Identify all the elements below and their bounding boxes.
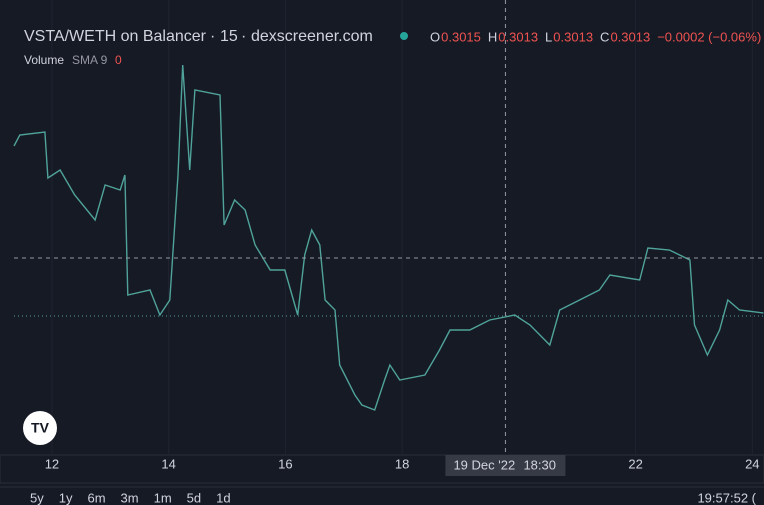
ohlc-label: C (600, 29, 609, 44)
ohlc-label: H (488, 29, 497, 44)
tv-logo: TV (23, 411, 57, 445)
toolbar: 5y 1y 6m 3m 1m 5d 1d (30, 490, 231, 505)
range-button[interactable]: 1d (216, 490, 230, 505)
volume-label: Volume (24, 53, 64, 67)
range-button[interactable]: 1m (154, 490, 172, 505)
range-button[interactable]: 5d (187, 490, 201, 505)
range-button[interactable]: 1y (59, 490, 73, 505)
clock: 19:57:52 ( (697, 490, 756, 505)
x-tick-label: 12 (45, 456, 59, 471)
ohlc-label: O (430, 29, 440, 44)
interval: 15 (220, 28, 238, 45)
svg-text:TV: TV (31, 420, 50, 436)
range-button[interactable]: 5y (30, 490, 44, 505)
range-button[interactable]: 6m (87, 490, 105, 505)
ohlc-label: L (545, 29, 552, 44)
ohlc-value: 0.3013 (553, 29, 593, 44)
source: dexscreener.com (251, 28, 373, 45)
x-tick-label: 24 (745, 456, 759, 471)
status-dot (400, 32, 408, 40)
ohlc-value: 0.3013 (498, 29, 538, 44)
volume-value: 0 (115, 53, 122, 67)
x-tick-label: 14 (161, 456, 175, 471)
crosshair-time: 18:30 (523, 457, 556, 472)
ohlc-legend: O 0.3015 H 0.3013 L 0.3013 C 0.3013 −0.0002 (−0.… (430, 29, 761, 44)
x-tick-label: 16 (278, 456, 292, 471)
price-line (13, 64, 764, 411)
x-axis-bar (0, 454, 764, 484)
range-button[interactable]: 3m (121, 490, 139, 505)
ohlc-change: −0.0002 (−0.06%) (657, 29, 761, 44)
separator: · (241, 28, 246, 45)
ohlc-value: 0.3013 (610, 29, 650, 44)
ohlc-value: 0.3015 (441, 29, 481, 44)
x-tick-label: 18 (395, 456, 409, 471)
separator: · (210, 28, 215, 45)
plot (13, 0, 764, 455)
chart-title: VSTA/WETH on Balancer (24, 28, 207, 45)
x-tick-label: 22 (628, 456, 642, 471)
crosshair-label-box (445, 455, 566, 476)
grid (51, 0, 753, 455)
volume-sma: SMA 9 (72, 53, 108, 67)
crosshair-label: 19 Dec '22 (453, 457, 515, 472)
